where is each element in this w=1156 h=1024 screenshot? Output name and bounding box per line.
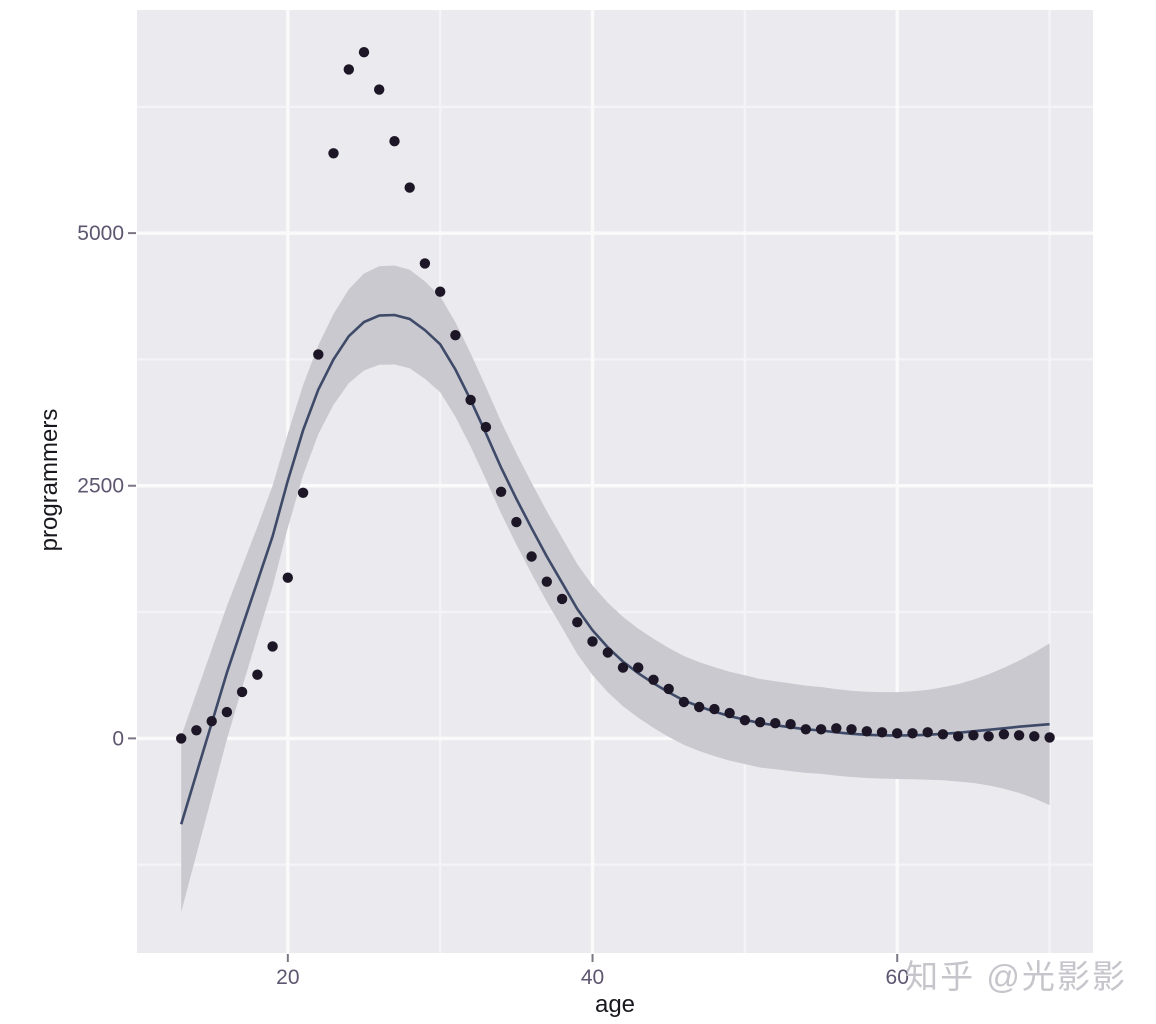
data-point (861, 726, 872, 737)
data-point (709, 703, 720, 715)
data-point (800, 724, 811, 735)
data-point (572, 617, 583, 628)
data-point (236, 686, 248, 698)
data-point (678, 696, 690, 708)
data-point (587, 636, 598, 647)
data-point (617, 662, 629, 673)
data-point (648, 674, 659, 685)
data-point (480, 421, 492, 433)
data-point (998, 729, 1010, 740)
data-point (282, 572, 293, 583)
data-point (313, 349, 324, 360)
data-point (815, 724, 827, 735)
smooth-line (179, 313, 1050, 825)
x-tick-label: 20 (276, 966, 299, 989)
data-point (983, 731, 994, 742)
data-point (176, 733, 187, 744)
data-point (663, 683, 674, 695)
data-point (968, 730, 979, 741)
y-tick-label: 2500 (77, 475, 124, 498)
data-point (328, 148, 339, 159)
data-point (831, 723, 842, 734)
data-point (389, 136, 400, 147)
data-point (358, 47, 370, 58)
y-tick-label: 5000 (77, 222, 124, 245)
data-point (876, 727, 888, 738)
data-point (785, 719, 796, 730)
data-point (252, 669, 263, 680)
y-tick-label: 0 (112, 727, 124, 750)
gridlines-minor (137, 10, 1093, 953)
data-point (556, 593, 568, 605)
data-point (846, 724, 857, 735)
data-point (374, 84, 385, 95)
axis-tick-labels: 20 40 60 0 2500 5000 (77, 222, 909, 989)
data-point (511, 516, 522, 528)
data-point (435, 286, 446, 297)
x-tick-label: 40 (581, 966, 604, 989)
data-point (221, 706, 233, 718)
data-point (953, 731, 964, 742)
data-point (404, 182, 415, 193)
y-axis-title: programmers (36, 409, 63, 552)
data-point (892, 728, 903, 739)
data-point (267, 641, 278, 652)
data-point (419, 258, 431, 269)
data-point (526, 551, 537, 562)
axis-tick-marks (128, 232, 899, 962)
data-point (297, 487, 309, 498)
x-axis-title: age (595, 991, 635, 1018)
watermark-text: 知乎 @光影影 (905, 958, 1127, 995)
data-point (770, 718, 781, 729)
data-point (450, 330, 461, 341)
data-point (754, 717, 766, 728)
data-point (1013, 730, 1025, 741)
data-point (602, 647, 613, 658)
x-tick-label: 60 (886, 966, 909, 989)
data-point (191, 725, 202, 736)
data-point (922, 727, 933, 738)
confidence-ribbon (181, 265, 1050, 913)
data-points (176, 47, 1055, 744)
data-point (1029, 731, 1040, 742)
data-point (907, 728, 918, 739)
data-point (739, 715, 751, 726)
data-point (633, 662, 644, 673)
data-point (495, 486, 507, 497)
data-point (937, 729, 949, 740)
data-point (343, 64, 354, 75)
data-point (1044, 732, 1055, 743)
data-point (694, 701, 705, 713)
data-point (541, 576, 552, 587)
data-point (206, 716, 217, 727)
data-point (465, 394, 476, 406)
data-point (724, 707, 735, 719)
